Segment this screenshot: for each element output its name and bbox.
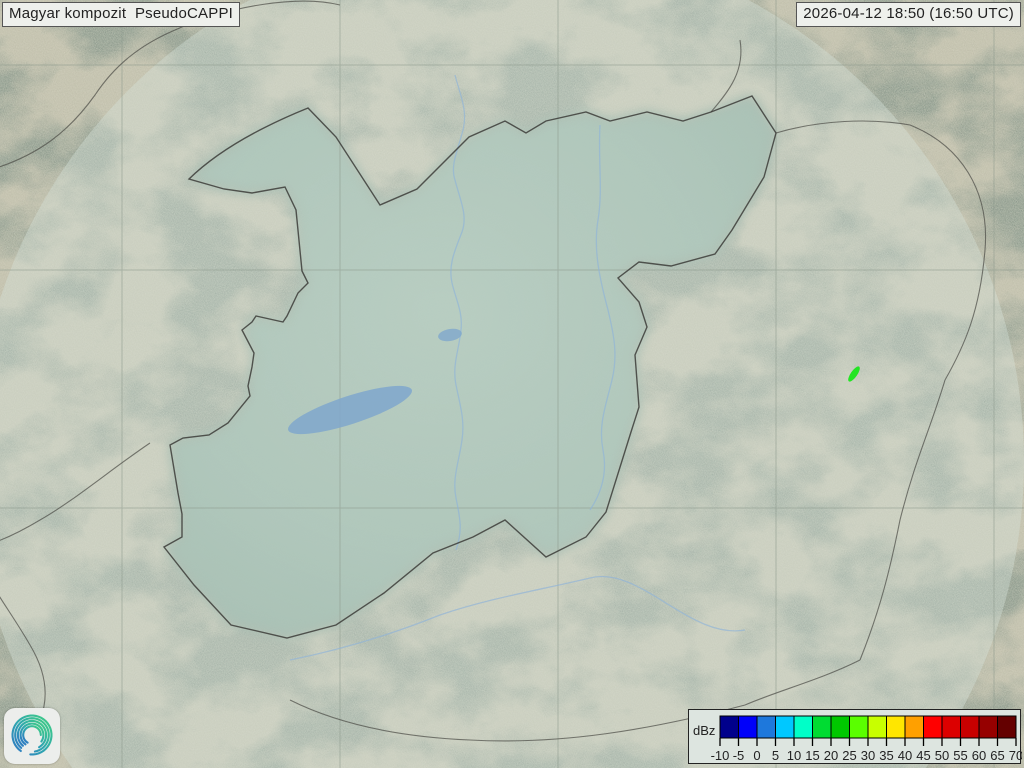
svg-text:55: 55 xyxy=(953,748,967,763)
svg-text:70: 70 xyxy=(1009,748,1022,763)
svg-text:35: 35 xyxy=(879,748,893,763)
svg-text:45: 45 xyxy=(916,748,930,763)
svg-text:20: 20 xyxy=(824,748,838,763)
svg-text:5: 5 xyxy=(772,748,779,763)
svg-text:60: 60 xyxy=(972,748,986,763)
svg-text:25: 25 xyxy=(842,748,856,763)
svg-text:50: 50 xyxy=(935,748,949,763)
svg-text:65: 65 xyxy=(990,748,1004,763)
svg-text:30: 30 xyxy=(861,748,875,763)
svg-text:10: 10 xyxy=(787,748,801,763)
svg-text:0: 0 xyxy=(753,748,760,763)
svg-text:40: 40 xyxy=(898,748,912,763)
svg-text:-5: -5 xyxy=(733,748,745,763)
svg-text:15: 15 xyxy=(805,748,819,763)
svg-text:-10: -10 xyxy=(711,748,730,763)
